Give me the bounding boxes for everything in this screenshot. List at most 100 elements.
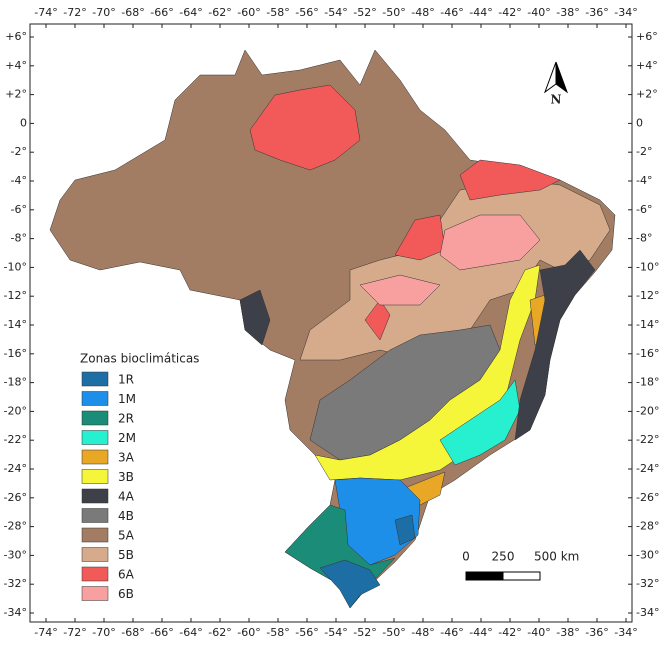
legend-swatch	[81, 488, 109, 504]
legend-swatch	[81, 449, 109, 465]
x-tick-label: -50°	[382, 626, 405, 639]
y-tick-label: -24°	[636, 462, 659, 475]
x-tick-label: -74°	[34, 6, 57, 19]
x-tick-label: -68°	[121, 6, 144, 19]
legend-label: 6A	[118, 568, 135, 582]
legend-label: 3B	[118, 470, 134, 484]
region-6b	[359, 274, 441, 306]
y-tick-label: -10°	[636, 260, 659, 273]
y-tick-label: -20°	[4, 404, 27, 417]
x-tick-label: -72°	[63, 6, 86, 19]
legend-label: 1M	[118, 392, 136, 406]
scale-segment	[465, 571, 504, 581]
scale-bar: 0 250 500 km	[462, 550, 579, 581]
x-tick-label: -42°	[498, 626, 521, 639]
y-tick-label: -8°	[11, 232, 27, 245]
x-tick-label: -36°	[585, 626, 608, 639]
legend-swatch	[81, 430, 109, 445]
legend-label: 2M	[118, 431, 136, 445]
x-tick-label: -56°	[295, 6, 318, 19]
x-tick-label: -60°	[237, 6, 260, 19]
x-tick-label: -60°	[237, 626, 260, 639]
legend-label: 2R	[118, 412, 134, 426]
x-tick-label: -34°	[614, 626, 637, 639]
y-tick-label: +6°	[636, 30, 658, 43]
region-6b	[439, 214, 541, 271]
x-tick-label: -50°	[382, 6, 405, 19]
legend-swatch	[81, 410, 109, 426]
y-tick-label: -24°	[4, 462, 27, 475]
y-tick-label: -20°	[636, 404, 659, 417]
north-label: N	[551, 93, 562, 107]
x-tick-label: -56°	[295, 626, 318, 639]
x-tick-label: -36°	[585, 6, 608, 19]
x-tick-label: -70°	[92, 626, 115, 639]
x-tick-label: -74°	[34, 626, 57, 639]
x-tick-label: -64°	[179, 6, 202, 19]
scale-label: 0	[462, 550, 470, 564]
y-tick-label: -4°	[636, 174, 652, 187]
y-tick-label: +4°	[636, 59, 658, 72]
legend-label: 5B	[118, 548, 134, 562]
legend: Zonas bioclimáticas 1R 1M 2R 2M 3A 3B 4A 4B 5A 5B…	[80, 352, 199, 602]
x-tick-label: -38°	[556, 6, 579, 19]
arrow-right	[555, 61, 569, 94]
region-1r	[394, 514, 416, 546]
legend-swatch	[81, 508, 109, 523]
x-tick-label: -48°	[411, 6, 434, 19]
y-tick-label: -18°	[636, 376, 659, 389]
y-tick-label: -26°	[4, 491, 27, 504]
scale-label: 500 km	[534, 550, 579, 564]
x-tick-label: -42°	[498, 6, 521, 19]
x-tick-label: -68°	[121, 626, 144, 639]
y-tick-label: -10°	[4, 260, 27, 273]
y-tick-label: +2°	[636, 88, 658, 101]
ticks: -74° -74° -72° -72° -70° -70° -68° -68° -66° -66°…	[4, 6, 660, 639]
y-tick-label: -6°	[636, 203, 652, 216]
legend-swatch	[81, 586, 109, 601]
x-tick-label: -52°	[353, 6, 376, 19]
x-tick-label: -72°	[63, 626, 86, 639]
y-tick-label: -18°	[4, 376, 27, 389]
y-tick-label: -14°	[4, 318, 27, 331]
legend-swatch	[81, 371, 109, 387]
y-tick-label: +4°	[5, 59, 27, 72]
x-tick-label: -64°	[179, 626, 202, 639]
legend-swatch	[81, 391, 109, 406]
x-tick-label: -46°	[440, 6, 463, 19]
legend-label: 4B	[118, 509, 134, 523]
y-tick-label: -2°	[636, 145, 652, 158]
y-tick-label: -22°	[636, 433, 659, 446]
legend-label: 5A	[118, 529, 135, 543]
region-1r	[319, 559, 381, 609]
x-tick-label: -58°	[266, 6, 289, 19]
y-tick-label: -6°	[11, 203, 27, 216]
x-tick-label: -40°	[527, 6, 550, 19]
y-tick-label: -34°	[636, 606, 659, 619]
x-tick-label: -54°	[324, 6, 347, 19]
region-6a	[249, 84, 361, 171]
scale-segment	[502, 571, 541, 581]
legend-title: Zonas bioclimáticas	[80, 352, 199, 366]
legend-swatch	[81, 566, 109, 582]
y-tick-label: -2°	[11, 145, 27, 158]
y-tick-label: -12°	[4, 289, 27, 302]
y-tick-label: -14°	[636, 318, 659, 331]
y-tick-label: -16°	[4, 347, 27, 360]
region-6a	[394, 214, 446, 261]
y-tick-label: -28°	[4, 520, 27, 533]
x-tick-label: -62°	[208, 6, 231, 19]
y-tick-label: -22°	[4, 433, 27, 446]
legend-label: 4A	[118, 490, 135, 504]
x-tick-label: -58°	[266, 626, 289, 639]
region-6a	[459, 159, 561, 201]
y-tick-label: -26°	[636, 491, 659, 504]
legend-swatch	[81, 527, 109, 543]
y-tick-label: -32°	[4, 577, 27, 590]
x-tick-label: -48°	[411, 626, 434, 639]
y-tick-label: -4°	[11, 174, 27, 187]
x-tick-label: -62°	[208, 626, 231, 639]
x-tick-label: -38°	[556, 626, 579, 639]
legend-swatch	[81, 547, 109, 562]
